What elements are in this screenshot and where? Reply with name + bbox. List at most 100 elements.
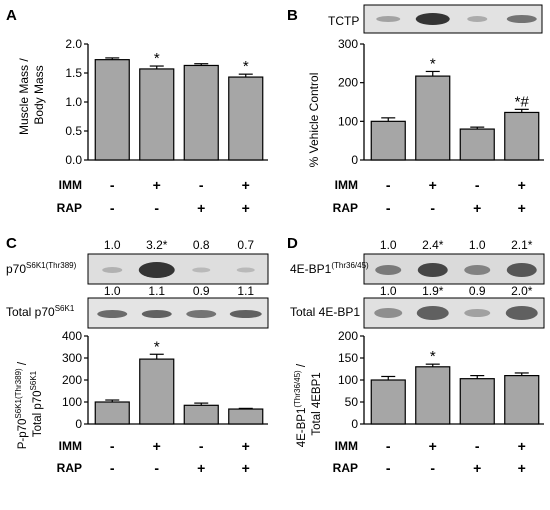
blot1-label-c: p70S6K1(Thr389) [6, 261, 77, 276]
band-quant-c2: 0.9 [193, 284, 210, 298]
y-tick-label-a: 1.0 [65, 95, 82, 109]
panel-b: B TCTP % Vehicle Control 0 100 200 300 * *# I… [287, 4, 544, 216]
condition-label-a: RAP [57, 201, 82, 215]
blot-band-c1 [138, 262, 175, 278]
panel-c: C 1.0 3.2* 0.8 0.7 p70S6K1(Thr389) 1.0 1.1 0.… [6, 235, 269, 476]
condition-sign-d: - [386, 460, 391, 476]
condition-sign-a: + [197, 200, 205, 216]
condition-label-d: IMM [335, 439, 358, 453]
panel-label-a: A [6, 7, 17, 24]
condition-sign-c: + [197, 460, 205, 476]
condition-label-c: IMM [59, 439, 82, 453]
band-quant-d1: 2.1* [511, 238, 533, 252]
condition-label-b: RAP [333, 201, 358, 215]
blot1-values-d: 1.0 2.4* 1.0 2.1* [380, 238, 533, 252]
condition-sign-b: + [473, 200, 481, 216]
condition-sign-d: + [429, 438, 437, 454]
blot-band-d2 [416, 306, 449, 320]
bands-p70-total [97, 310, 262, 318]
condition-sign-a: - [154, 200, 159, 216]
bar-c [183, 404, 219, 425]
condition-sign-b: + [429, 177, 437, 193]
band-quant-d1: 1.0 [469, 238, 486, 252]
blot-band-b [506, 15, 537, 23]
condition-sign-b: - [386, 177, 391, 193]
bar-b [415, 75, 451, 161]
blot2-label-d: Total 4E-BP1 [290, 305, 360, 319]
condition-sign-b: - [475, 177, 480, 193]
y-tick-label-d: 200 [338, 329, 358, 343]
condition-sign-c: - [199, 438, 204, 454]
blot-band-c2 [186, 310, 217, 318]
bar-d [415, 366, 451, 425]
conditions-c: IMM - + - + RAP - - + + [57, 438, 250, 476]
blot-band-d1 [417, 263, 448, 277]
blot1-values-c: 1.0 3.2* 0.8 0.7 [104, 238, 255, 252]
conditions-d: IMM - + - + RAP - - + + [333, 438, 526, 476]
y-tick-label-a: 1.5 [65, 66, 82, 80]
condition-sign-a: - [199, 177, 204, 193]
condition-sign-c: + [242, 438, 250, 454]
condition-sign-c: + [153, 438, 161, 454]
y-tick-label-c: 100 [62, 395, 82, 409]
condition-label-d: RAP [333, 461, 358, 475]
blot2-values-c: 1.0 1.1 0.9 1.1 [104, 284, 255, 298]
bar-a [183, 64, 219, 161]
band-quant-d2: 2.0* [511, 284, 533, 298]
condition-sign-c: - [110, 460, 115, 476]
condition-sign-b: + [518, 200, 526, 216]
condition-sign-d: - [430, 460, 435, 476]
panel-label-d: D [287, 235, 298, 252]
condition-sign-c: - [154, 460, 159, 476]
blot-band-c1 [102, 267, 123, 273]
band-quant-c2: 1.1 [148, 284, 165, 298]
blot-band-c2 [141, 310, 172, 318]
y-tick-label-c: 400 [62, 329, 82, 343]
y-tick-label-b: 300 [338, 37, 358, 51]
significance-marker-b: * [430, 55, 436, 72]
condition-sign-c: + [242, 460, 250, 476]
condition-sign-d: + [518, 460, 526, 476]
bands-4ebp1-total [374, 306, 538, 320]
band-quant-c1: 0.7 [237, 238, 254, 252]
plot-c: 0 100 200 300 400 * [62, 329, 268, 431]
plot-d: 0 50 100 150 200 * [338, 329, 544, 431]
blot-band-b [376, 16, 401, 22]
condition-sign-b: - [386, 200, 391, 216]
condition-label-a: IMM [59, 178, 82, 192]
y-tick-label-c: 0 [75, 417, 82, 431]
blot-band-d2 [505, 306, 538, 320]
condition-sign-a: - [110, 177, 115, 193]
band-quant-d2: 0.9 [469, 284, 486, 298]
bands-tctp [376, 13, 537, 25]
blot-band-c2 [97, 310, 128, 318]
y-tick-label-d: 150 [338, 351, 358, 365]
plot-a: 0.0 0.5 1.0 1.5 2.0 * * [65, 37, 268, 167]
bar-b [504, 111, 540, 161]
condition-sign-d: - [386, 438, 391, 454]
blot-band-d2 [464, 309, 491, 317]
bar-c [94, 401, 130, 425]
condition-sign-d: + [473, 460, 481, 476]
blot-band-d1 [375, 265, 402, 275]
bar-d [459, 378, 495, 425]
y-tick-label-b: 100 [338, 114, 358, 128]
band-quant-c1: 0.8 [193, 238, 210, 252]
blot-band-c1 [236, 267, 255, 273]
panel-d: D 1.0 2.4* 1.0 2.1* 4E-BP1(Thr36/45) 1.0 1.9… [287, 235, 545, 476]
panel-label-b: B [287, 7, 298, 24]
band-quant-c2: 1.0 [104, 284, 121, 298]
band-quant-d2: 1.9* [422, 284, 444, 298]
blot-label-tctp: TCTP [328, 14, 359, 28]
bar-a [139, 68, 175, 161]
bar-c [139, 358, 175, 425]
bar-b [459, 128, 495, 161]
y-tick-label-a: 0.5 [65, 124, 82, 138]
condition-sign-c: - [110, 438, 115, 454]
significance-marker-a: * [154, 50, 160, 67]
panel-label-c: C [6, 235, 17, 252]
blot-band-d2 [374, 308, 403, 318]
bar-c [228, 408, 264, 425]
significance-marker-d: * [430, 348, 436, 365]
